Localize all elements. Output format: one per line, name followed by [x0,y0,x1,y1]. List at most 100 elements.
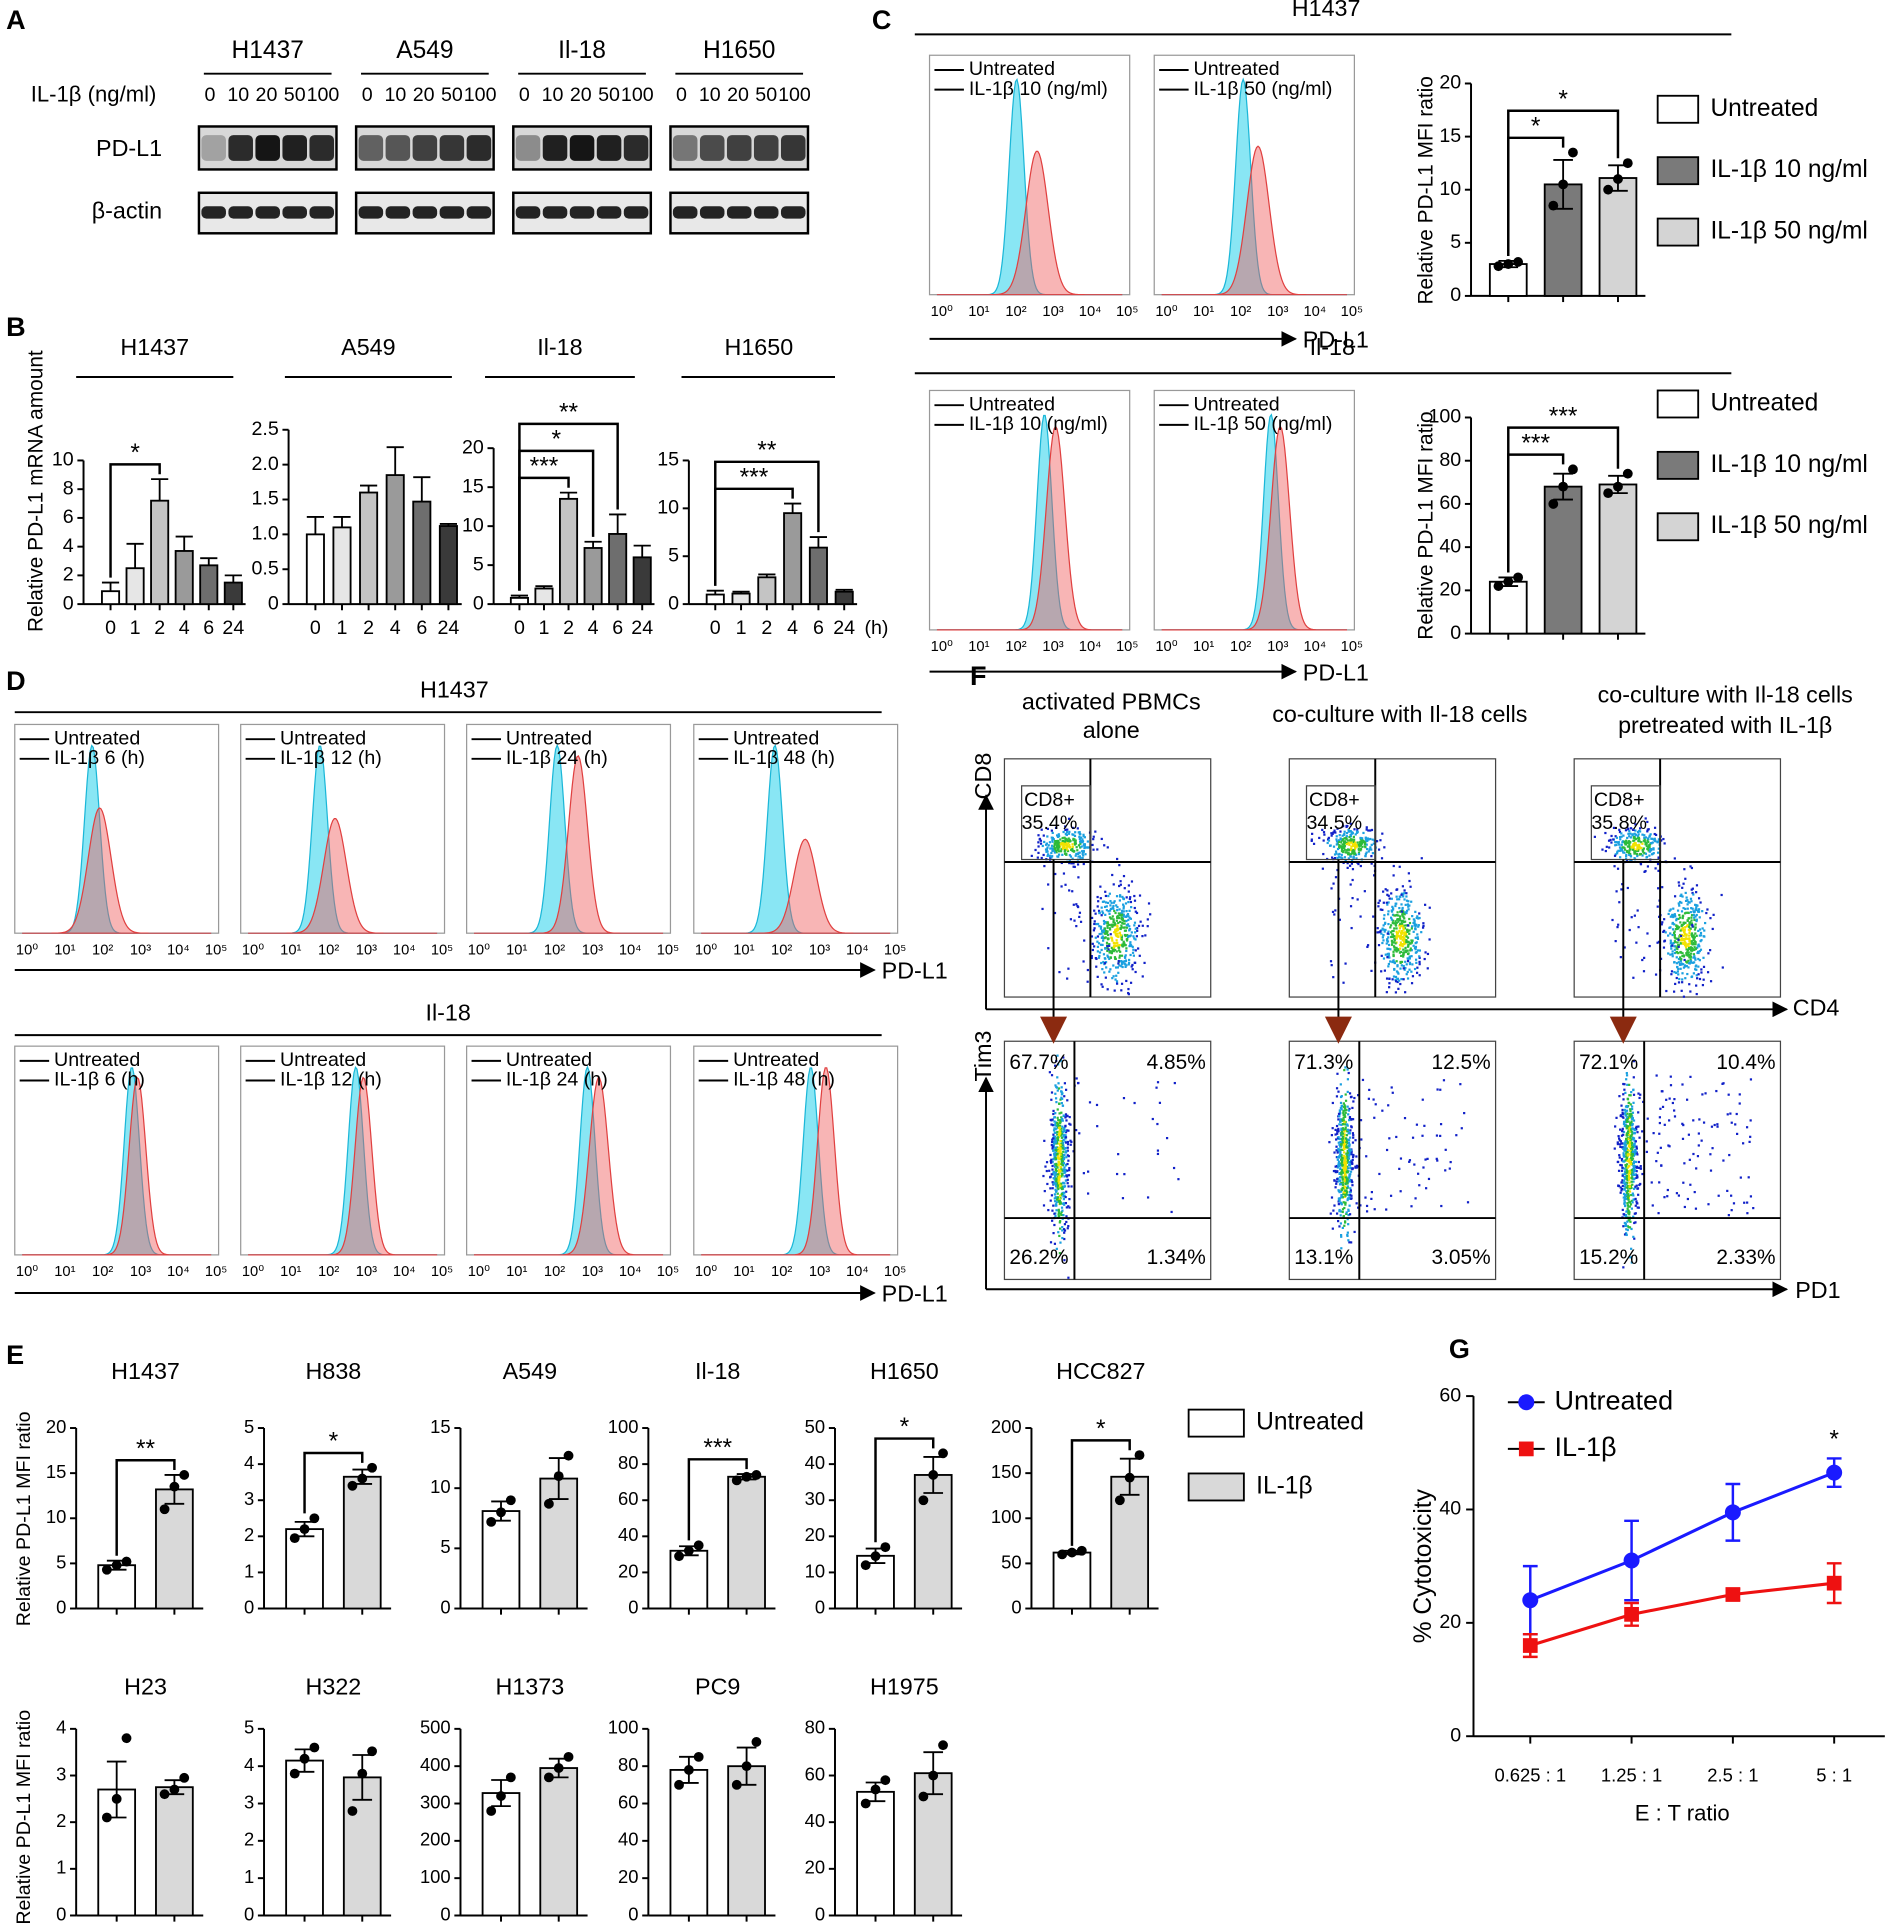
x-tick-label: 24 [437,617,459,639]
event-dot [1634,1197,1637,1201]
data-point [486,1516,497,1527]
event-dot [1630,1261,1633,1264]
event-dot [1042,1204,1046,1207]
event-dot [1658,1116,1661,1119]
event-dot [1690,940,1693,943]
event-dot [1627,1226,1630,1229]
event-dot [1629,1094,1632,1097]
event-dot [1342,1123,1345,1126]
event-dot [1625,1186,1628,1189]
event-dot [1628,845,1631,848]
event-dot [1604,849,1607,853]
event-dot [1641,1172,1644,1176]
event-dot [1349,1170,1353,1173]
event-dot [1366,945,1369,949]
event-dot [1682,966,1686,969]
event-dot [1410,927,1413,930]
event-dot [1106,930,1109,933]
event-dot [1630,1207,1633,1210]
event-dot [1065,1174,1068,1177]
dose: 10 [227,84,249,106]
event-dot [1349,1178,1352,1182]
event-dot [1382,957,1386,960]
event-dot [1392,922,1396,925]
event-dot [1395,950,1398,953]
event-dot [1047,883,1050,886]
event-dot [1400,931,1403,934]
band [569,206,595,219]
event-dot [1702,978,1705,981]
bar [1598,483,1638,635]
event-dot [1062,1181,1065,1184]
event-dot [1338,1208,1341,1212]
event-dot [1342,1110,1345,1113]
event-dot [1676,909,1680,912]
event-dot [1628,1130,1631,1133]
event-dot [1065,1156,1068,1159]
event-dot [1624,1148,1627,1151]
event-dot [1632,976,1635,979]
event-dot [1087,846,1090,849]
event-dot [1054,1156,1057,1160]
event-dot [1312,842,1316,845]
event-dot [1343,1180,1346,1183]
event-dot [1629,832,1632,835]
y-tick-label: 0 [1450,284,1461,306]
event-dot [1077,831,1080,834]
event-dot [1068,843,1071,847]
event-dot [1624,1177,1627,1180]
event-dot [1146,1196,1150,1199]
event-dot [1618,835,1622,839]
event-dot [1052,1231,1055,1235]
event-dot [1332,1209,1335,1212]
gate-label: CD8+ [1309,789,1360,811]
event-dot [1688,931,1691,935]
event-dot [1351,1162,1354,1165]
event-dot [1347,1208,1350,1211]
event-dot [1625,1178,1629,1181]
event-dot [1668,1119,1671,1122]
gate [1305,785,1376,861]
histogram-tick: 10² [1005,639,1026,655]
event-dot [1638,829,1641,833]
event-dot [1156,1081,1160,1084]
event-dot [1348,1176,1351,1179]
event-dot [1065,1175,1069,1178]
event-dot [1054,1173,1057,1176]
event-dot [1342,1161,1346,1164]
event-dot [1620,888,1623,891]
event-dot [1047,947,1050,950]
legend-swatch [1187,1408,1245,1438]
event-dot [1117,946,1121,949]
event-dot [1628,1083,1631,1086]
data-point [928,1470,939,1480]
event-dot [1118,956,1121,959]
event-dot [1646,820,1649,824]
event-dot [1407,930,1410,933]
event-dot [1101,912,1105,915]
event-dot [1386,903,1389,906]
histogram-tick: 10⁴ [846,1264,869,1280]
event-dot [1423,957,1426,961]
data-point [1057,1549,1068,1560]
event-dot [1620,1159,1624,1162]
event-dot [1348,1161,1351,1164]
event-dot [1338,1179,1341,1182]
bar [385,474,405,606]
event-dot [1673,930,1676,933]
error-bar [175,535,193,551]
event-dot [1078,915,1081,919]
event-dot [1351,896,1354,900]
event-dot [1644,852,1648,855]
event-dot [1631,1154,1634,1157]
event-dot [1393,927,1396,930]
event-dot [1052,1177,1055,1180]
event-dot [1394,923,1397,927]
event-dot [1671,928,1675,931]
event-dot [1058,1146,1061,1149]
event-dot [1634,1150,1637,1153]
event-dot [1407,908,1410,911]
event-dot [1738,1102,1741,1105]
event-dot [1650,837,1653,840]
data-point [880,1775,891,1786]
